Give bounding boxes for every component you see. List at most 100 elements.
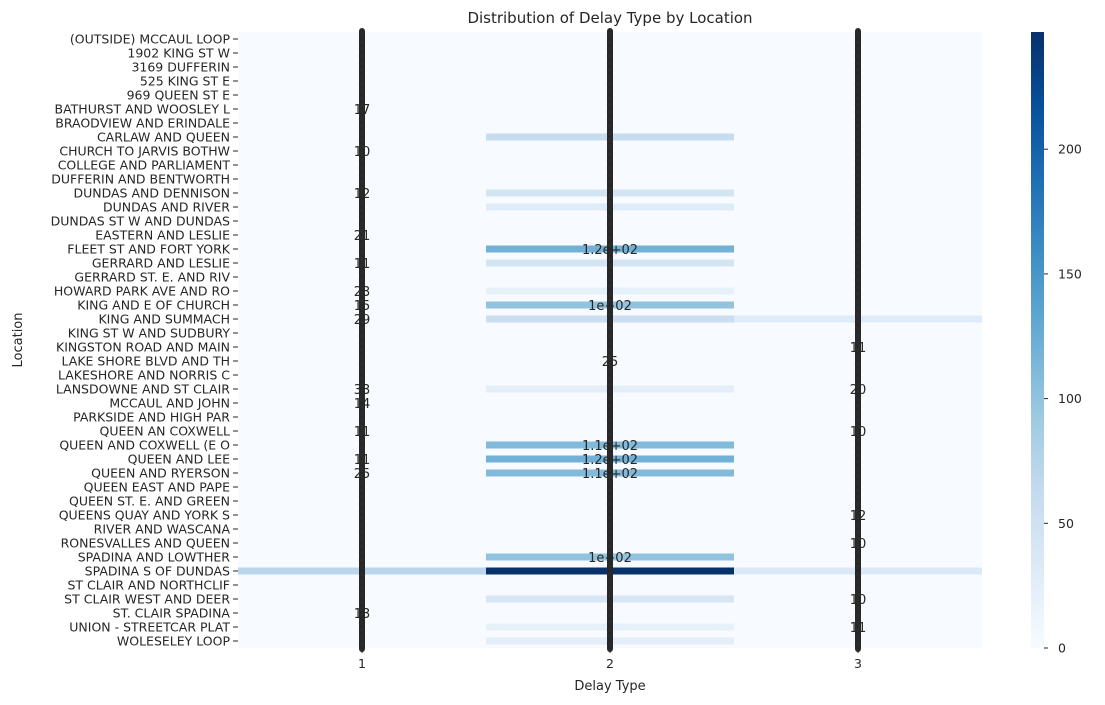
cell-annotation-stack: 0 [606,85,614,99]
cell-annotation: 11 [354,453,371,468]
cell-annotation-stack: 0 [358,36,366,50]
cell-annotation-stack: 0 [358,540,366,554]
cell-annotation-stack: 0 [854,267,862,281]
cell-annotation-stack: 0 [606,638,614,652]
cell-annotation-stack: 0 [606,470,614,484]
cell-annotation-stack: 0 [606,29,614,43]
cell-annotation: 11 [850,621,867,636]
cell-annotation: 33 [354,383,371,398]
cell-annotation-stack: 0 [358,190,366,204]
y-tick-label: BATHURST AND WOOSLEY L [55,102,231,117]
cell-annotation-stack: 0 [854,428,862,442]
cell-annotation-stack: 0 [606,351,614,365]
cell-annotation-stack: 0 [606,176,614,190]
cell-annotation-stack: 0 [606,260,614,274]
y-tick-label: 1902 KING ST W [127,46,230,61]
cell-annotation-stack: 0 [358,29,366,43]
cell-annotation-stack: 0 [606,631,614,645]
y-tick-label: QUEEN AN COXWELL [100,424,231,439]
y-tick-label: FLEET ST AND FORT YORK [67,242,230,257]
cell-annotation-stack: 0 [606,50,614,64]
y-tick-label: EASTERN AND LESLIE [95,228,230,243]
cell-annotation-stack: 0 [854,589,862,603]
cell-annotation-stack: 0 [606,610,614,624]
cell-annotation-stack: 0 [358,134,366,148]
cell-annotation-stack: 0 [854,400,862,414]
cell-annotation-stack: 0 [358,617,366,631]
y-tick-label: QUEEN AND COXWELL (E O [59,438,230,453]
cell-annotation-stack: 0 [854,442,862,456]
cell-annotation-stack: 0 [854,631,862,645]
cell-annotation-stack: 0 [854,638,862,652]
cell-annotation-stack: 0 [358,638,366,652]
cell-annotation-stack: 0 [606,456,614,470]
heatmap-column-texture: 0000000000000000000000000000000000000000… [358,28,862,652]
cell-annotation-stack: 0 [606,505,614,519]
y-tick-label: QUEEN AND LEE [128,452,230,467]
y-tick-label: RIVER AND WASCANA [94,522,231,537]
y-tick-label: MCCAUL AND JOHN [109,396,230,411]
cell-annotation-stack: 0 [606,386,614,400]
cell-annotation-stack: 0 [606,204,614,218]
cell-annotation-stack: 0 [854,596,862,610]
cell-annotation-stack: 0 [358,386,366,400]
cell-annotation-stack: 0 [606,484,614,498]
cell-annotation-stack: 0 [854,372,862,386]
y-tick-label: QUEENS QUAY AND YORK S [59,508,230,523]
y-tick-label: UNION - STREETCAR PLAT [69,620,230,635]
cell-annotation-stack: 0 [854,519,862,533]
cell-annotation-stack: 0 [606,211,614,225]
cell-annotation-stack: 0 [358,120,366,134]
y-tick-label: DUNDAS AND RIVER [103,200,230,215]
cell-annotation-stack: 0 [358,239,366,253]
cell-annotation-stack: 0 [854,183,862,197]
cell-annotation-stack: 0 [606,218,614,232]
cell-annotation-stack: 0 [854,617,862,631]
y-tick-label: LAKESHORE AND NORRIS C [58,368,230,383]
y-tick-label: KING AND E OF CHURCH [77,298,230,313]
cell-annotation-stack: 0 [854,470,862,484]
cell-annotation-stack: 0 [358,71,366,85]
cell-annotation-stack: 0 [606,540,614,554]
heatmap-plot-area: 0000000000000000000000000000000000000000… [238,28,982,652]
cell-annotation-stack: 0 [854,463,862,477]
cell-annotation-stack: 0 [606,414,614,428]
cell-annotation-stack: 0 [854,512,862,526]
y-tick-label: BRAODVIEW AND ERINDALE [55,116,230,131]
y-tick-label: QUEEN EAST AND PAPE [84,480,230,495]
y-tick-label: RONESVALLES AND QUEEN [61,536,230,551]
cell-annotation-stack: 0 [606,477,614,491]
cell-annotation-stack: 0 [606,267,614,281]
cell-annotation-stack: 0 [358,78,366,92]
cell-annotation-stack: 0 [358,92,366,106]
cell-annotation-stack: 0 [606,190,614,204]
cell-annotation: 12 [354,187,371,202]
cell-annotation-stack: 0 [606,71,614,85]
cell-annotation-stack: 0 [606,575,614,589]
cell-annotation: 10 [850,593,867,608]
cell-annotation-stack: 0 [358,575,366,589]
cell-annotation-stack: 0 [606,141,614,155]
cell-annotation-stack: 0 [358,99,366,113]
cell-annotation-stack: 0 [606,323,614,337]
cell-annotation-stack: 0 [358,316,366,330]
cell-annotation-stack: 0 [358,505,366,519]
cell-annotation-stack: 0 [358,323,366,337]
cell-annotation-stack: 0 [606,561,614,575]
cell-annotation-stack: 0 [358,169,366,183]
cell-annotation-stack: 0 [358,631,366,645]
cell-annotation-stack: 0 [358,225,366,239]
x-tick-label: 3 [854,656,862,671]
cell-annotation-stack: 0 [854,393,862,407]
cell-annotation-stack: 0 [606,365,614,379]
cell-annotation-stack: 0 [606,624,614,638]
cell-annotation-stack: 0 [854,302,862,316]
cell-annotation-stack: 0 [854,568,862,582]
cell-annotation-stack: 0 [854,498,862,512]
y-tick-label: SPADINA AND LOWTHER [78,550,231,565]
cell-annotation-stack: 0 [358,204,366,218]
y-tick-label: KINGSTON ROAD AND MAIN [56,340,230,355]
x-axis: 1 2 3 [358,648,862,671]
colorbar-tick-label: 150 [1058,266,1082,281]
